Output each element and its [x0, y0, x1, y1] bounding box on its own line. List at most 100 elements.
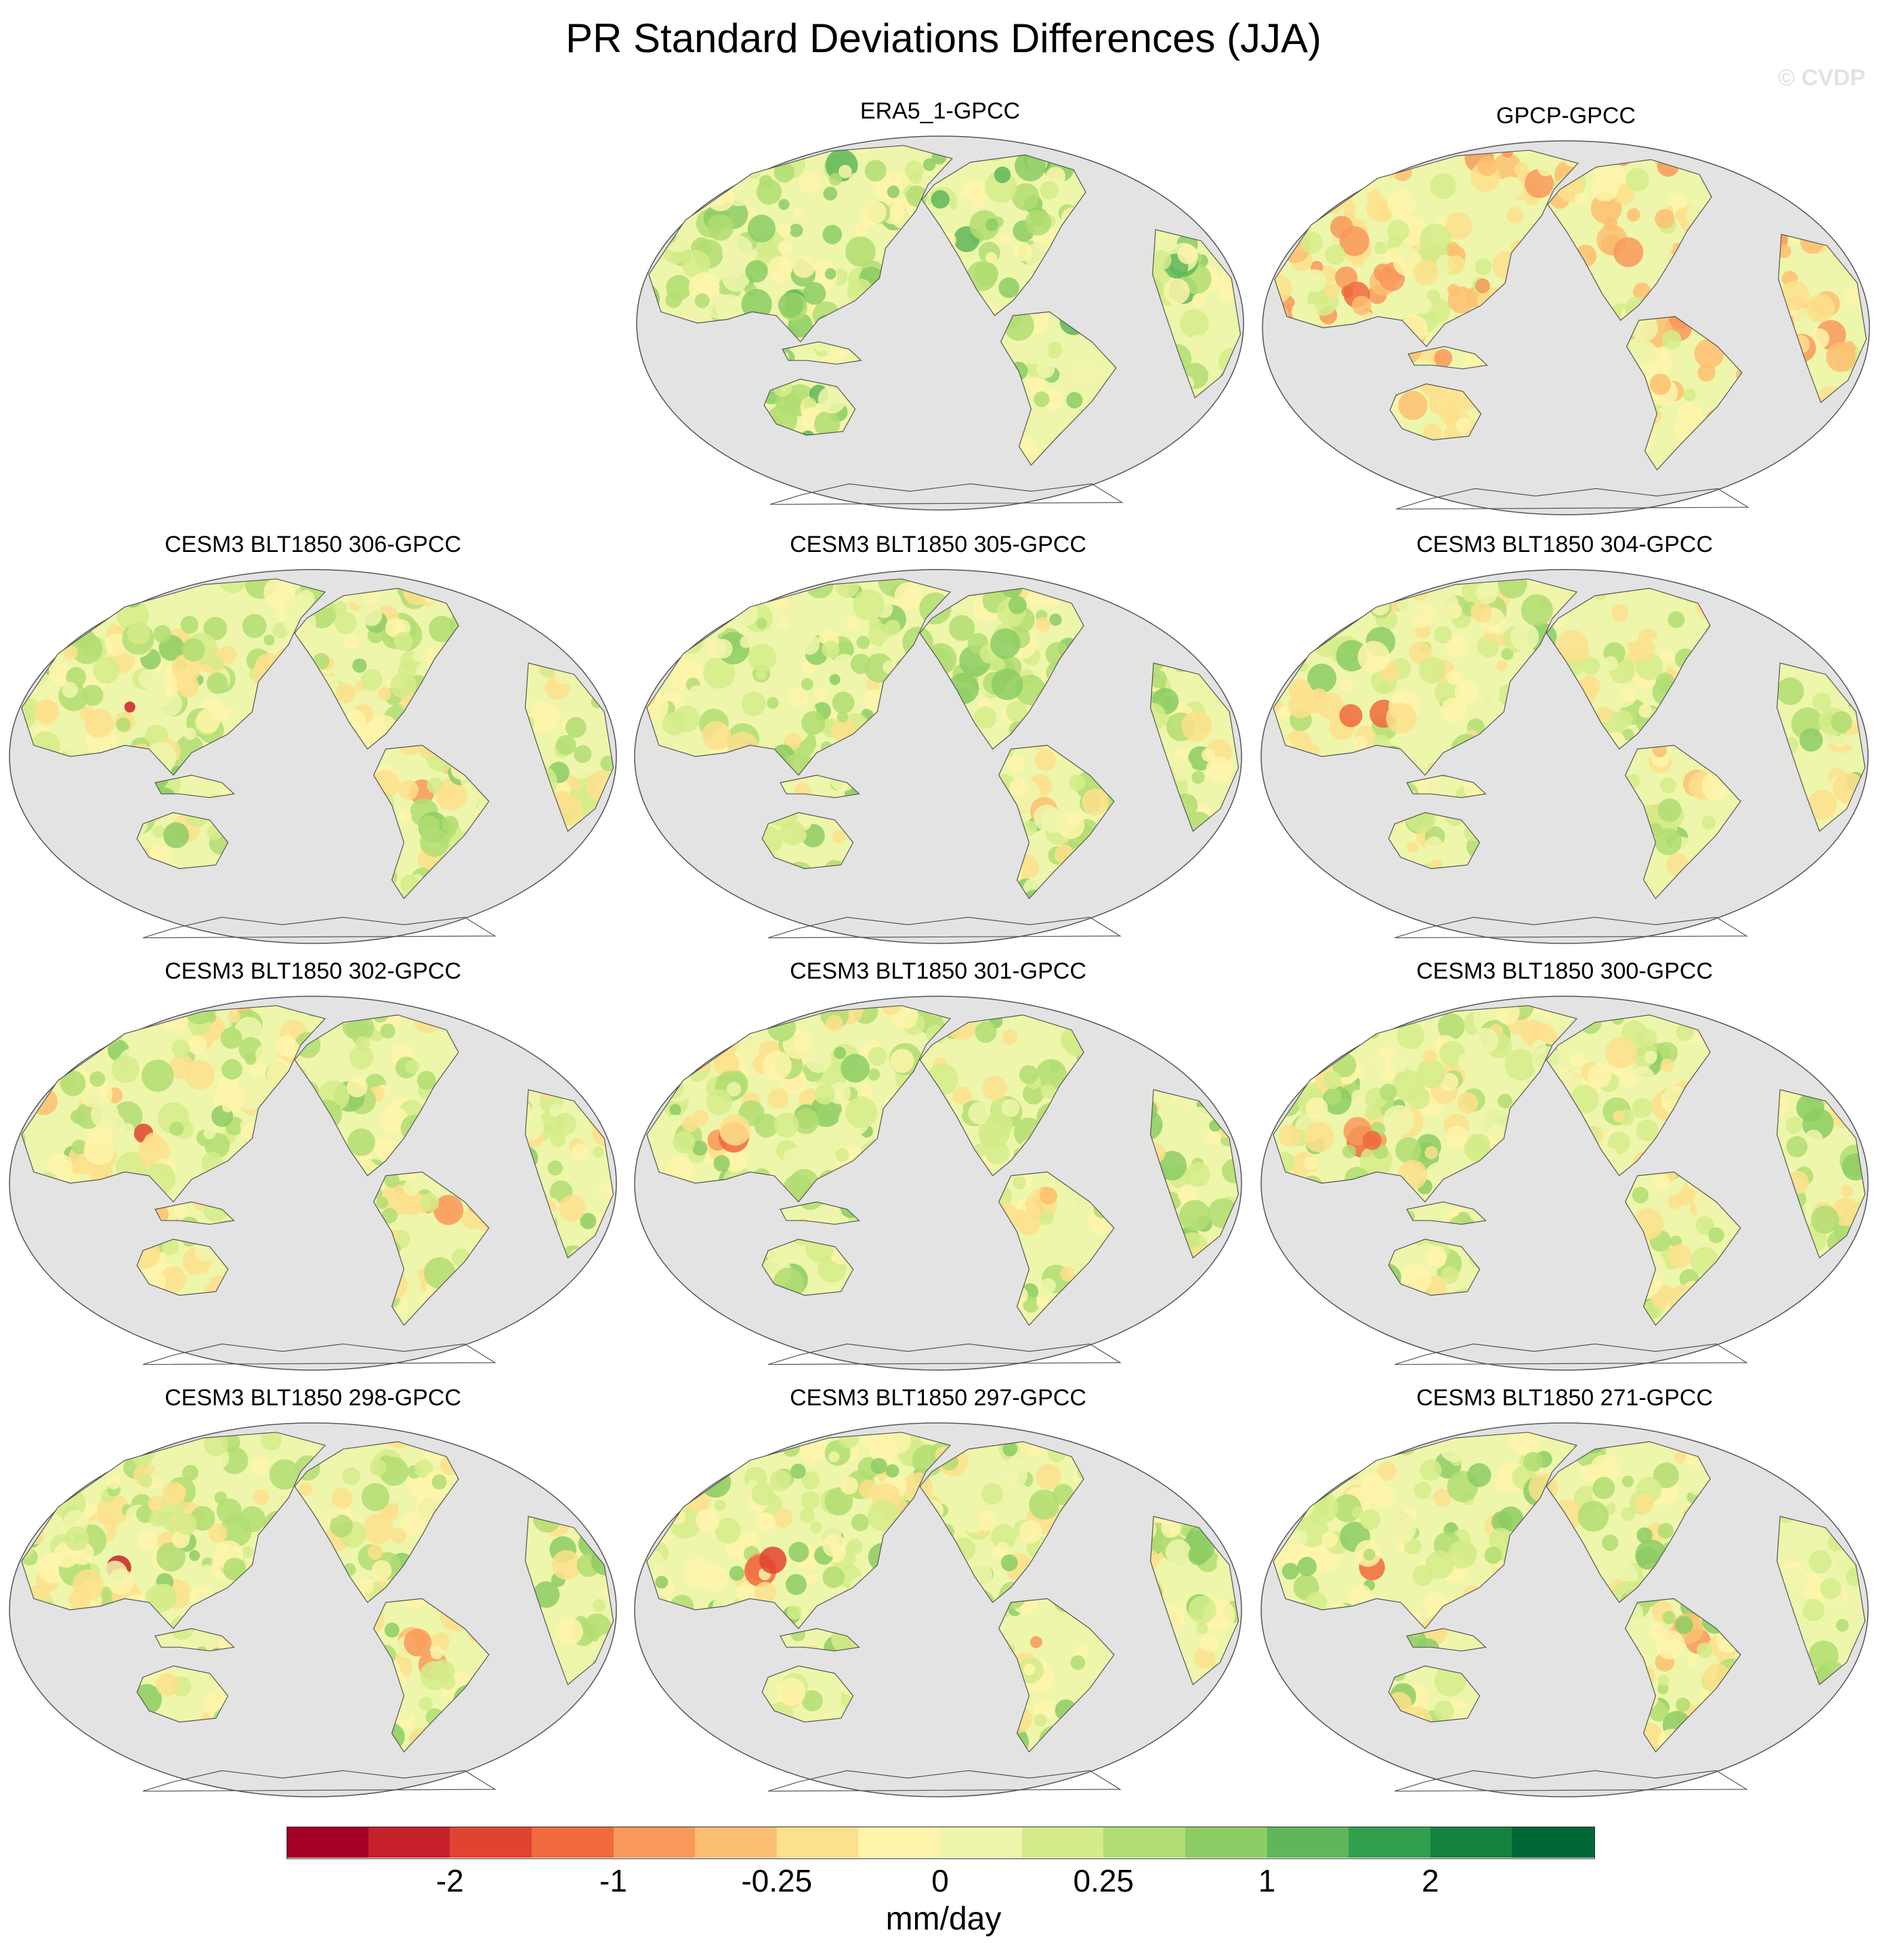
coastline-africa: [524, 1089, 614, 1259]
colorbar-box: [1103, 1827, 1186, 1858]
map-panel: CESM3 BLT1850 271-GPCC: [1260, 1385, 1869, 1805]
coastline-indonesia: [154, 1201, 235, 1225]
coastline-eurasia: [646, 1005, 952, 1203]
panel-title: ERA5_1-GPCC: [860, 98, 1021, 124]
coastline-africa: [1151, 229, 1242, 399]
world-map: [1262, 140, 1870, 515]
coastline-antarctica: [767, 916, 1122, 939]
map-panel: CESM3 BLT1850 301-GPCC: [633, 958, 1243, 1378]
coastline-indonesia: [154, 1627, 235, 1652]
coastline-antarctica: [1394, 1770, 1748, 1792]
panel-title: CESM3 BLT1850 300-GPCC: [1416, 958, 1713, 984]
coastline-namerica: [1546, 1014, 1711, 1176]
map-panel: CESM3 BLT1850 300-GPCC: [1260, 958, 1869, 1378]
coastline-australia: [1388, 1239, 1481, 1296]
coastline-antarctica: [142, 1770, 496, 1792]
figure-title: PR Standard Deviations Differences (JJA): [565, 16, 1322, 61]
panel-title: CESM3 BLT1850 298-GPCC: [165, 1385, 461, 1411]
coastline-australia: [1389, 383, 1482, 441]
coastline-antarctica: [1395, 488, 1750, 510]
coastline-africa: [1149, 1516, 1239, 1686]
world-map: [1260, 996, 1869, 1371]
panel-title: CESM3 BLT1850 304-GPCC: [1416, 532, 1713, 557]
colorbar-box: [613, 1827, 696, 1858]
coastline-indonesia: [1407, 345, 1488, 370]
coastline-eurasia: [648, 145, 954, 343]
coastline-africa: [1776, 662, 1866, 832]
coastline-antarctica: [142, 1343, 496, 1365]
coastline-australia: [761, 1665, 854, 1723]
panel-title: GPCP-GPCC: [1496, 103, 1636, 129]
watermark: © CVDP: [1778, 65, 1865, 91]
world-map: [1260, 569, 1869, 944]
coastline-eurasia: [1274, 150, 1579, 347]
colorbar-box: [776, 1827, 859, 1858]
coastline-namerica: [1547, 158, 1712, 321]
coastline-namerica: [919, 1441, 1084, 1603]
world-map: [636, 135, 1244, 511]
coastline-samerica: [1624, 1171, 1741, 1326]
world-map: [9, 1422, 617, 1797]
world-map: [634, 996, 1242, 1371]
colorbar-box: [1430, 1827, 1512, 1858]
coastline-indonesia: [780, 774, 860, 798]
coastline-indonesia: [780, 1627, 860, 1652]
colorbar-box: [450, 1827, 532, 1858]
coastline-namerica: [921, 154, 1086, 316]
map-panel: CESM3 BLT1850 298-GPCC: [8, 1385, 618, 1805]
coastline-eurasia: [1273, 1432, 1578, 1629]
coastline-australia: [136, 1665, 229, 1723]
colorbar-tick-label: 0.25: [1073, 1863, 1135, 1898]
coastline-indonesia: [782, 341, 862, 365]
coastline-antarctica: [1394, 1343, 1748, 1365]
map-panel: ERA5_1-GPCC: [635, 98, 1245, 518]
world-map: [634, 1422, 1242, 1797]
colorbar-box: [1512, 1827, 1594, 1858]
colorbar-tick-label: -1: [599, 1863, 627, 1898]
coastline-africa: [524, 662, 614, 832]
colorbar-tick-label: 2: [1421, 1863, 1439, 1898]
colorbar-box: [287, 1827, 369, 1858]
map-panel: CESM3 BLT1850 305-GPCC: [633, 532, 1243, 952]
colorbar-box: [858, 1827, 941, 1858]
colorbar-box: [1185, 1827, 1267, 1858]
coastline-namerica: [919, 1014, 1084, 1176]
world-map: [1260, 1422, 1869, 1797]
coastline-eurasia: [646, 578, 952, 776]
coastline-australia: [1388, 812, 1481, 870]
coastline-africa: [524, 1516, 614, 1686]
coastline-eurasia: [21, 1432, 326, 1629]
coastline-australia: [136, 1239, 229, 1296]
coastline-australia: [763, 379, 856, 436]
panel-title: CESM3 BLT1850 305-GPCC: [790, 532, 1086, 557]
coastline-africa: [1149, 662, 1239, 832]
coastline-antarctica: [142, 916, 496, 939]
coastline-samerica: [998, 744, 1115, 899]
coastline-indonesia: [154, 774, 235, 798]
colorbar-box: [695, 1827, 778, 1858]
panel-title: CESM3 BLT1850 271-GPCC: [1416, 1385, 1713, 1411]
coastline-samerica: [1624, 744, 1741, 899]
panel-title: CESM3 BLT1850 297-GPCC: [790, 1385, 1086, 1411]
colorbar-tick-label: 0: [931, 1863, 949, 1898]
coastline-eurasia: [1273, 1005, 1578, 1203]
map-panel: CESM3 BLT1850 304-GPCC: [1260, 532, 1869, 952]
coastline-australia: [761, 812, 854, 870]
coastline-namerica: [1546, 587, 1711, 750]
coastline-africa: [1777, 234, 1867, 404]
coastline-indonesia: [1406, 1627, 1487, 1652]
panel-title: CESM3 BLT1850 306-GPCC: [165, 532, 461, 557]
coastline-namerica: [919, 587, 1084, 750]
colorbar-tick-label: -0.25: [741, 1863, 813, 1898]
map-panel: CESM3 BLT1850 297-GPCC: [633, 1385, 1243, 1805]
coastline-samerica: [1626, 316, 1743, 471]
coastline-africa: [1776, 1089, 1866, 1259]
world-map: [634, 569, 1242, 944]
coastline-namerica: [294, 1014, 459, 1176]
coastline-africa: [1149, 1089, 1239, 1259]
colorbar-box: [531, 1827, 614, 1858]
map-panel: GPCP-GPCC: [1261, 103, 1871, 523]
colorbar-box: [940, 1827, 1023, 1858]
coastline-samerica: [998, 1598, 1115, 1753]
colorbar-unit-label: mm/day: [885, 1901, 1002, 1937]
